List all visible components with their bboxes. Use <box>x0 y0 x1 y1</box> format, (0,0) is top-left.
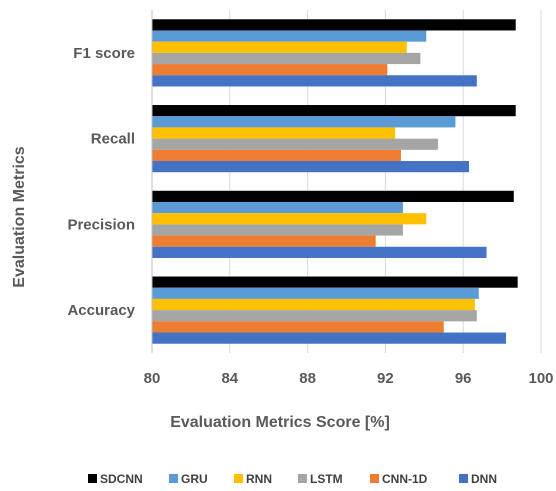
bar-sdcnn <box>152 105 516 117</box>
legend-swatch <box>234 474 243 483</box>
x-tick-label: 88 <box>299 370 316 387</box>
category-label: Accuracy <box>67 302 135 319</box>
bar-gru <box>152 116 456 128</box>
x-tick-label: 100 <box>528 370 553 387</box>
category-label: F1 score <box>73 45 135 62</box>
bars <box>152 19 518 344</box>
bar-cnn-1d <box>152 321 444 333</box>
bar-dnn <box>152 246 487 258</box>
category-label: Precision <box>67 216 135 233</box>
bar-cnn-1d <box>152 64 388 76</box>
category-label: Recall <box>91 131 135 148</box>
x-tick-label: 96 <box>455 370 472 387</box>
legend-label: RNN <box>246 472 272 486</box>
bar-dnn <box>152 161 470 173</box>
legend-swatch <box>88 474 97 483</box>
bar-gru <box>152 30 427 42</box>
legend-label: GRU <box>181 472 208 486</box>
bar-cnn-1d <box>152 235 376 247</box>
legend: SDCNN GRU RNN LSTM CNN-1D DNN <box>88 472 497 486</box>
tick-labels: 80 84 88 92 96 100 <box>144 370 554 387</box>
y-axis-title: Evaluation Metrics <box>11 146 28 287</box>
bar-sdcnn <box>152 19 516 31</box>
legend-swatch <box>169 474 178 483</box>
bar-sdcnn <box>152 276 518 288</box>
x-tick-label: 92 <box>377 370 394 387</box>
bar-cnn-1d <box>152 149 401 162</box>
bar-rnn <box>152 127 396 139</box>
x-tick-label: 80 <box>144 370 161 387</box>
legend-label: SDCNN <box>100 472 143 486</box>
bar-sdcnn <box>152 190 514 202</box>
bar-lstm <box>152 224 403 236</box>
bar-lstm <box>152 52 421 65</box>
bar-lstm <box>152 138 438 150</box>
x-tick-label: 84 <box>221 370 238 387</box>
category-labels: F1 score Recall Precision Accuracy <box>67 45 135 319</box>
legend-swatch <box>370 474 379 483</box>
bar-rnn <box>152 298 475 311</box>
legend-swatch <box>459 474 468 483</box>
bar-gru <box>152 287 479 299</box>
legend-label: CNN-1D <box>382 472 428 486</box>
x-axis-title: Evaluation Metrics Score [%] <box>170 414 390 431</box>
bar-dnn <box>152 75 477 87</box>
bar-gru <box>152 201 403 214</box>
legend-swatch <box>298 474 307 483</box>
bar-rnn <box>152 41 407 53</box>
bar-rnn <box>152 213 427 225</box>
bar-lstm <box>152 310 477 322</box>
legend-label: DNN <box>471 472 497 486</box>
bar-dnn <box>152 332 506 344</box>
legend-label: LSTM <box>310 472 343 486</box>
